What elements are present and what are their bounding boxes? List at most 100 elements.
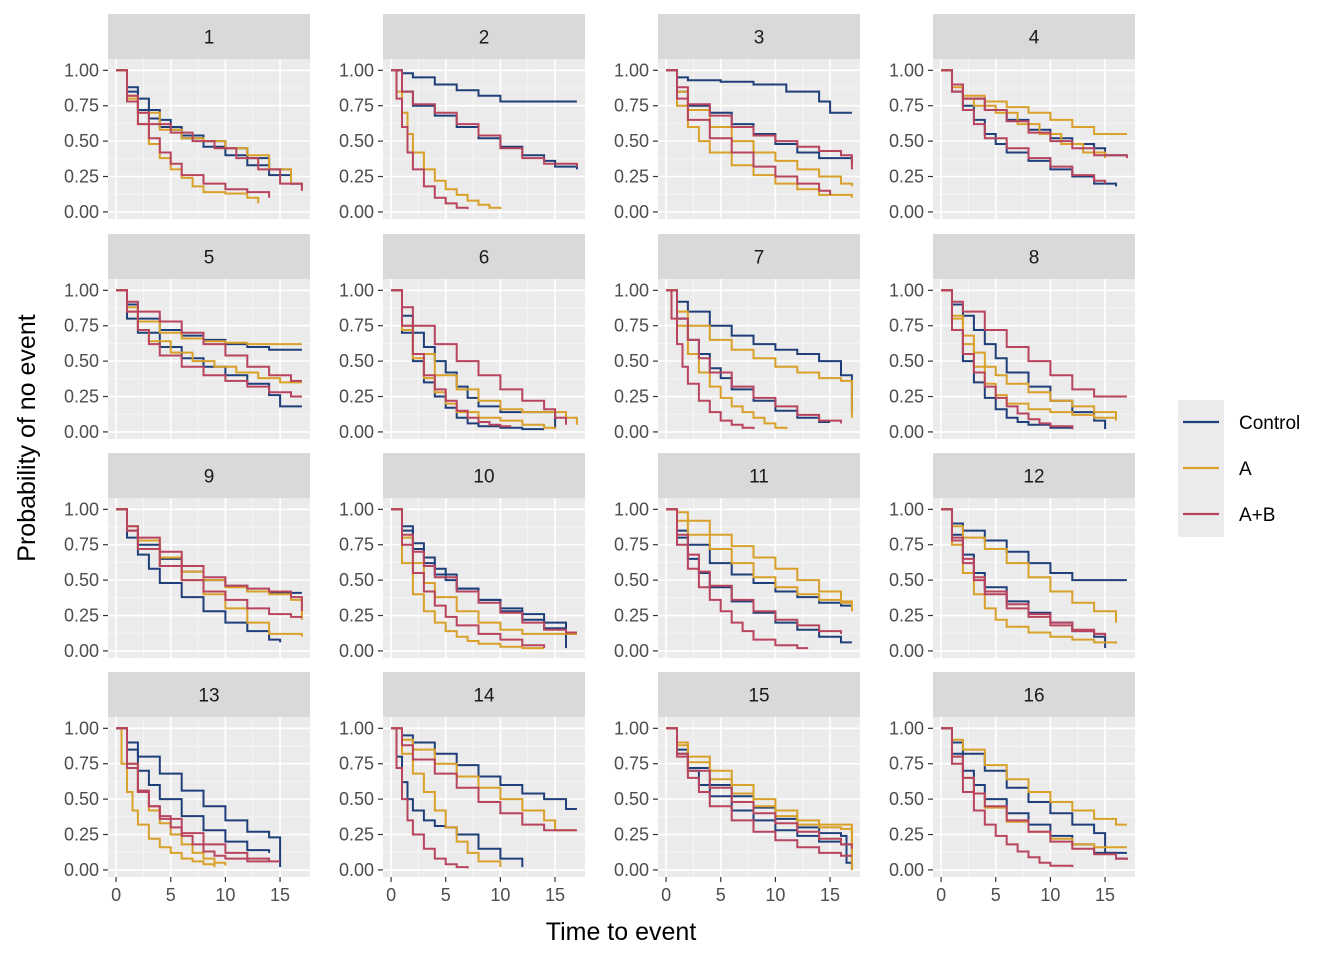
- facet-strip: [108, 234, 310, 279]
- y-tick-label: 0.25: [64, 387, 99, 407]
- y-tick-label: 1.00: [889, 60, 924, 80]
- y-tick-label: 0.00: [64, 641, 99, 661]
- facet-panels: 1 0.00 0.25 0.50 0.75 1.00 2 0.00 0.25 0.50 0.75 1.…: [64, 14, 1135, 905]
- y-tick-label: 0.25: [889, 606, 924, 626]
- panel-background: [658, 717, 860, 877]
- km-curve: [941, 69, 1128, 159]
- facet-panel: 4 0.00 0.25 0.50 0.75 1.00: [889, 14, 1135, 222]
- km-curve: [941, 508, 1117, 623]
- x-tick-label: 5: [716, 885, 726, 905]
- y-tick-label: 0.50: [614, 570, 649, 590]
- x-tick-label: 15: [1095, 885, 1115, 905]
- y-tick-label: 1.00: [339, 280, 374, 300]
- km-curve: [941, 727, 1127, 826]
- km-curve: [116, 289, 302, 346]
- km-curve: [391, 727, 577, 810]
- y-tick-label: 1.00: [889, 280, 924, 300]
- facet-panel: 9 0.00 0.25 0.50 0.75 1.00: [64, 453, 310, 661]
- y-tick-label: 0.75: [64, 535, 99, 555]
- x-tick-label: 5: [166, 885, 176, 905]
- facet-strip: [383, 14, 585, 59]
- y-tick-label: 0.00: [339, 641, 374, 661]
- km-curve: [116, 508, 302, 618]
- y-tick-label: 0.50: [64, 351, 99, 371]
- y-tick-label: 0.25: [889, 825, 924, 845]
- facet-panel: 12 0.00 0.25 0.50 0.75 1.00: [889, 453, 1135, 661]
- km-curve: [116, 727, 271, 862]
- x-axis-title: Time to event: [546, 918, 697, 946]
- y-tick-label: 0.75: [889, 535, 924, 555]
- y-tick-label: 0.25: [64, 825, 99, 845]
- facet-strip: [108, 672, 310, 717]
- km-curve: [116, 289, 302, 382]
- x-tick-label: 0: [661, 885, 671, 905]
- y-tick-label: 0.25: [339, 387, 374, 407]
- legend-label: A+B: [1239, 505, 1275, 526]
- x-tick-label: 0: [386, 885, 396, 905]
- km-curve: [116, 289, 302, 398]
- y-tick-label: 0.50: [339, 351, 374, 371]
- y-tick-label: 0.00: [889, 422, 924, 442]
- km-curve: [666, 69, 852, 114]
- y-axis-title: Probability of no event: [13, 314, 41, 561]
- km-curve: [941, 289, 1127, 398]
- facet-strip: [933, 14, 1135, 59]
- km-curve: [116, 727, 282, 868]
- km-curve: [666, 69, 853, 170]
- x-tick-label: 5: [991, 885, 1001, 905]
- y-tick-label: 0.25: [339, 167, 374, 187]
- y-tick-label: 0.50: [64, 789, 99, 809]
- km-curve: [391, 69, 577, 103]
- panel-background: [108, 717, 310, 877]
- facet-panel: 3 0.00 0.25 0.50 0.75 1.00: [614, 14, 860, 222]
- km-curve: [391, 508, 545, 650]
- facet-strip: [933, 453, 1135, 498]
- y-tick-label: 0.75: [614, 316, 649, 336]
- y-tick-label: 0.75: [889, 754, 924, 774]
- facet-panel: 8 0.00 0.25 0.50 0.75 1.00: [889, 234, 1135, 442]
- y-tick-label: 1.00: [889, 718, 924, 738]
- km-curve: [391, 69, 469, 210]
- y-tick-label: 1.00: [64, 499, 99, 519]
- y-tick-label: 0.75: [64, 754, 99, 774]
- y-tick-label: 0.00: [339, 202, 374, 222]
- facet-panel: 7 0.00 0.25 0.50 0.75 1.00: [614, 234, 860, 442]
- y-tick-label: 0.50: [339, 570, 374, 590]
- km-curve: [666, 727, 853, 849]
- km-curve: [391, 727, 469, 869]
- panel-background: [383, 717, 585, 877]
- facet-strip-label: 16: [1023, 686, 1044, 707]
- y-tick-label: 0.50: [614, 789, 649, 809]
- y-tick-label: 0.25: [614, 606, 649, 626]
- facet-strip: [658, 453, 860, 498]
- y-tick-label: 0.50: [614, 131, 649, 151]
- y-tick-label: 0.75: [64, 96, 99, 116]
- y-tick-label: 0.25: [614, 387, 649, 407]
- y-tick-label: 0.25: [614, 167, 649, 187]
- facet-panel: 2 0.00 0.25 0.50 0.75 1.00: [339, 14, 585, 222]
- x-tick-label: 5: [441, 885, 451, 905]
- facet-strip-label: 7: [754, 248, 765, 269]
- facet-strip-label: 1: [204, 28, 215, 49]
- facet-panel: 14 0.00 0.25 0.50 0.75 1.00 0 5 10 15: [339, 672, 585, 905]
- y-tick-label: 0.25: [64, 606, 99, 626]
- y-tick-label: 0.50: [339, 789, 374, 809]
- facet-strip-label: 4: [1029, 28, 1040, 49]
- y-tick-label: 0.00: [64, 860, 99, 880]
- y-tick-label: 1.00: [614, 718, 649, 738]
- km-curve: [391, 727, 577, 832]
- facet-panel: 10 0.00 0.25 0.50 0.75 1.00: [339, 453, 585, 661]
- km-curve: [391, 69, 578, 167]
- y-tick-label: 0.75: [889, 316, 924, 336]
- y-tick-label: 0.25: [889, 387, 924, 407]
- y-tick-label: 0.00: [614, 641, 649, 661]
- km-curve: [391, 508, 546, 649]
- km-curve: [116, 289, 302, 351]
- panel-background: [658, 59, 860, 219]
- x-tick-label: 10: [215, 885, 235, 905]
- y-tick-label: 0.75: [64, 316, 99, 336]
- x-tick-label: 15: [820, 885, 840, 905]
- y-tick-label: 0.75: [614, 754, 649, 774]
- facet-strip-label: 2: [479, 28, 490, 49]
